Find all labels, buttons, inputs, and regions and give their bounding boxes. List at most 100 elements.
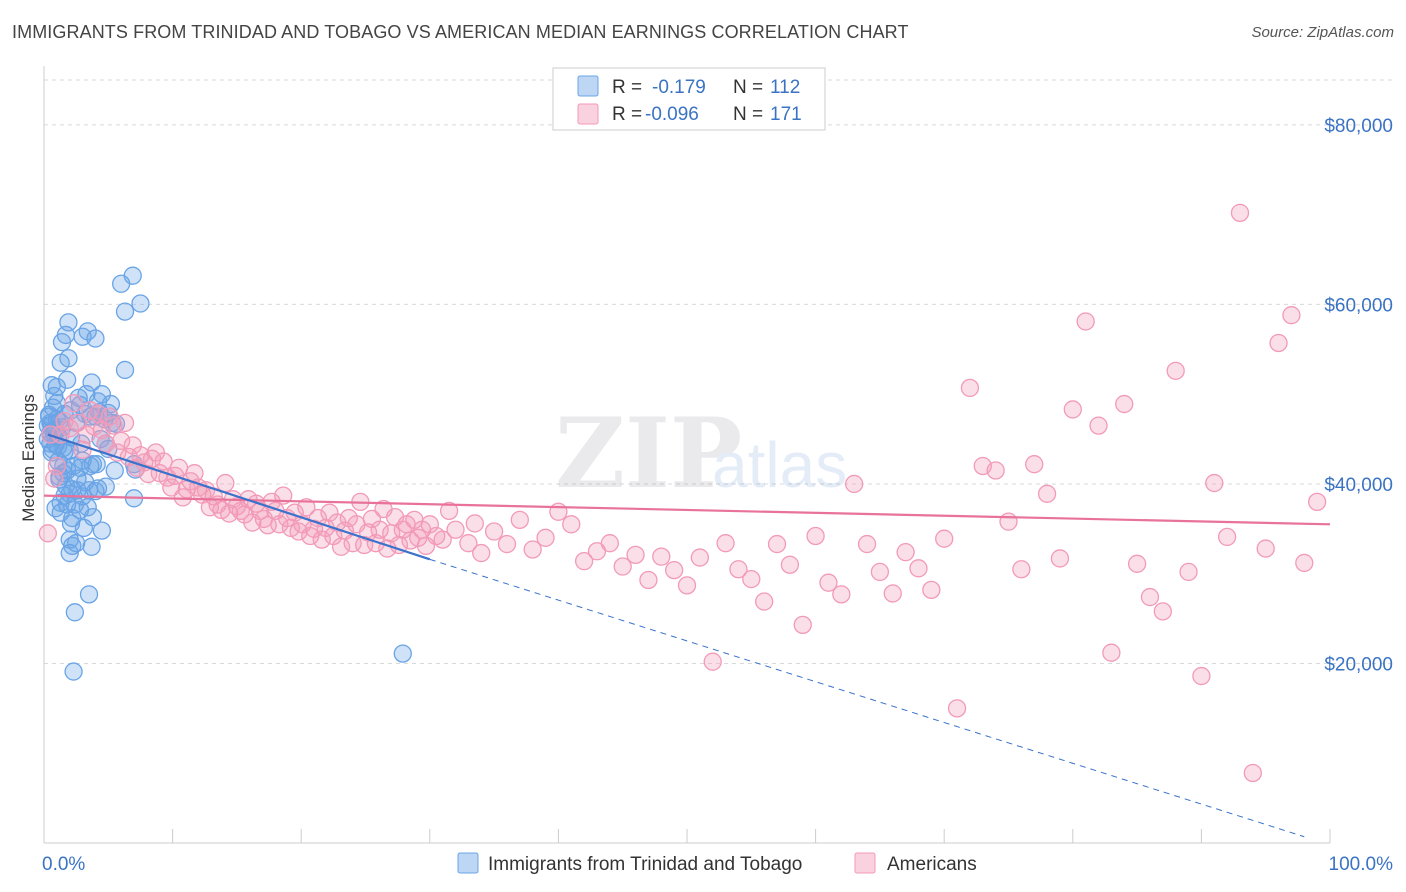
legend-n-label-1: N = bbox=[733, 77, 763, 98]
point-immigrants bbox=[115, 302, 135, 321]
point-americans bbox=[883, 584, 902, 603]
point-immigrants bbox=[64, 662, 83, 681]
legend-swatch-americans bbox=[577, 103, 599, 125]
point-americans bbox=[639, 570, 658, 590]
point-immigrants bbox=[76, 472, 95, 492]
point-americans bbox=[220, 504, 239, 523]
point-americans bbox=[613, 557, 632, 576]
legend-r-value-1: -0.179 bbox=[652, 77, 706, 98]
point-immigrants bbox=[70, 395, 90, 415]
trend-line-immigrants-extrapolated bbox=[429, 558, 1305, 838]
stats-legend: R = -0.179 N = 112 R = -0.096 N = 171 bbox=[552, 67, 826, 131]
point-americans bbox=[793, 615, 812, 635]
legend-n-value-2: 171 bbox=[770, 104, 802, 125]
y-tick-labels: $20,000 $40,000 $60,000 $80,000 bbox=[1324, 116, 1393, 676]
chart-title: IMMIGRANTS FROM TRINIDAD AND TOBAGO VS A… bbox=[12, 22, 909, 42]
point-americans bbox=[312, 530, 331, 549]
legend-n-label-2: N = bbox=[733, 104, 763, 125]
point-immigrants bbox=[55, 442, 74, 461]
x-tick-start: 0.0% bbox=[42, 854, 85, 875]
point-americans bbox=[870, 562, 890, 582]
legend-n-value-1: 112 bbox=[770, 77, 800, 98]
y-axis-label: Median Earnings bbox=[19, 394, 38, 522]
point-immigrants bbox=[92, 521, 112, 540]
point-americans bbox=[216, 473, 235, 493]
point-americans bbox=[433, 530, 452, 549]
point-americans bbox=[780, 555, 800, 574]
watermark: ZIP atlas bbox=[555, 397, 847, 510]
point-americans bbox=[472, 543, 491, 563]
legend-bottom-label-americans: Americans bbox=[887, 854, 977, 875]
point-immigrants bbox=[82, 373, 101, 392]
point-americans bbox=[115, 413, 135, 433]
legend-bottom-label-immigrants: Immigrants from Trinidad and Tobago bbox=[488, 854, 802, 875]
series-legend: Immigrants from Trinidad and Tobago Amer… bbox=[457, 852, 977, 875]
point-americans bbox=[104, 416, 123, 435]
legend-bottom-swatch-americans bbox=[854, 852, 876, 874]
point-americans bbox=[703, 652, 722, 671]
point-americans bbox=[446, 520, 465, 539]
point-immigrants bbox=[65, 603, 85, 622]
point-americans bbox=[389, 535, 409, 555]
point-americans bbox=[1025, 455, 1044, 474]
point-americans bbox=[600, 534, 619, 553]
point-americans bbox=[562, 515, 581, 534]
point-americans bbox=[497, 534, 517, 554]
point-americans bbox=[1050, 549, 1070, 568]
point-immigrants bbox=[115, 360, 135, 380]
legend-r-label-1: R = bbox=[612, 77, 642, 98]
point-americans bbox=[1063, 400, 1082, 419]
point-americans bbox=[154, 452, 173, 471]
y-tick-label: $60,000 bbox=[1324, 295, 1393, 316]
point-americans bbox=[767, 534, 787, 554]
watermark-zip: ZIP bbox=[555, 397, 742, 510]
point-americans bbox=[729, 560, 748, 579]
point-americans bbox=[806, 526, 825, 546]
chart-source: Source: ZipAtlas.com bbox=[1251, 24, 1394, 41]
point-americans bbox=[1166, 361, 1185, 380]
point-americans bbox=[986, 461, 1005, 480]
point-americans bbox=[1256, 539, 1275, 558]
point-americans bbox=[47, 456, 67, 476]
series-immigrants-points bbox=[38, 266, 412, 681]
point-americans bbox=[420, 515, 439, 534]
legend-r-value-2: -0.096 bbox=[645, 104, 699, 125]
point-americans bbox=[38, 524, 58, 543]
x-tick-end: 100.0% bbox=[1329, 854, 1394, 875]
point-americans bbox=[1012, 560, 1031, 579]
point-americans bbox=[1115, 394, 1134, 414]
point-americans bbox=[536, 528, 555, 547]
point-immigrants bbox=[131, 294, 150, 313]
point-americans bbox=[1089, 416, 1108, 435]
point-americans bbox=[320, 503, 339, 522]
point-americans bbox=[999, 512, 1018, 531]
point-americans bbox=[123, 436, 142, 455]
point-immigrants bbox=[123, 266, 142, 285]
point-americans bbox=[465, 514, 484, 533]
point-americans bbox=[112, 431, 131, 451]
legend-swatch-immigrants bbox=[577, 75, 599, 97]
point-immigrants bbox=[83, 455, 103, 474]
point-americans bbox=[459, 534, 478, 553]
point-americans bbox=[652, 547, 671, 566]
point-americans bbox=[1243, 763, 1262, 783]
point-immigrants bbox=[63, 536, 82, 556]
point-immigrants bbox=[78, 322, 97, 341]
point-immigrants bbox=[79, 585, 99, 604]
point-americans bbox=[845, 474, 864, 494]
point-immigrants bbox=[60, 543, 79, 563]
point-americans bbox=[169, 458, 189, 477]
point-americans bbox=[523, 540, 542, 559]
point-americans bbox=[1295, 553, 1314, 573]
point-americans bbox=[370, 520, 389, 539]
point-americans bbox=[832, 585, 851, 604]
trend-lines bbox=[43, 433, 1331, 838]
point-americans bbox=[549, 502, 568, 521]
point-americans bbox=[1307, 492, 1327, 512]
point-immigrants bbox=[96, 477, 115, 496]
point-immigrants bbox=[59, 313, 78, 332]
point-americans bbox=[922, 580, 941, 600]
point-americans bbox=[1217, 527, 1237, 547]
point-americans bbox=[664, 560, 684, 580]
